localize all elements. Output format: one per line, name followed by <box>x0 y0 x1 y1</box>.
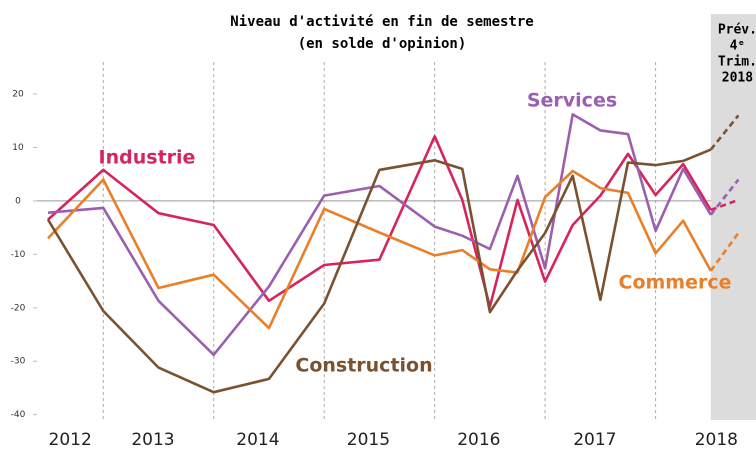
series-label: Construction <box>295 355 432 377</box>
forecast-line <box>709 232 740 272</box>
y-tick-label: -30 <box>11 357 26 367</box>
series-label: Commerce <box>619 272 732 294</box>
x-tick-label: 2017 <box>573 430 616 450</box>
forecast-label: Trim. <box>718 55 756 70</box>
chart-title: Niveau d'activité en fin de semestre <box>230 14 533 30</box>
series-line <box>47 135 712 308</box>
x-tick-label: 2016 <box>457 430 500 450</box>
x-tick-label: 2014 <box>236 430 279 450</box>
y-tick-label: 20 <box>12 90 24 100</box>
series-label: Industrie <box>99 147 196 169</box>
forecast-label: Prév. <box>718 23 756 38</box>
forecast-label: 2018 <box>722 71 753 86</box>
y-tick-label: -10 <box>11 250 26 260</box>
x-tick-label: 2012 <box>49 430 92 450</box>
forecast-line <box>709 114 740 151</box>
series-line <box>46 148 712 394</box>
forecast-label: 4ᵉ <box>730 39 746 54</box>
y-tick-label: -40 <box>11 410 26 420</box>
x-tick-label: 2018 <box>695 430 738 450</box>
series-line <box>47 169 712 330</box>
series-label: Services <box>527 90 617 112</box>
forecast-line <box>710 198 739 212</box>
x-tick-label: 2013 <box>131 430 174 450</box>
chart-title: (en solde d'opinion) <box>298 36 467 52</box>
x-tick-label: 2015 <box>347 430 390 450</box>
y-tick-label: 0 <box>15 196 21 206</box>
forecast-region <box>710 14 756 420</box>
y-tick-label: 10 <box>12 143 24 153</box>
forecast-line <box>709 178 740 216</box>
y-tick-label: -20 <box>11 303 26 313</box>
